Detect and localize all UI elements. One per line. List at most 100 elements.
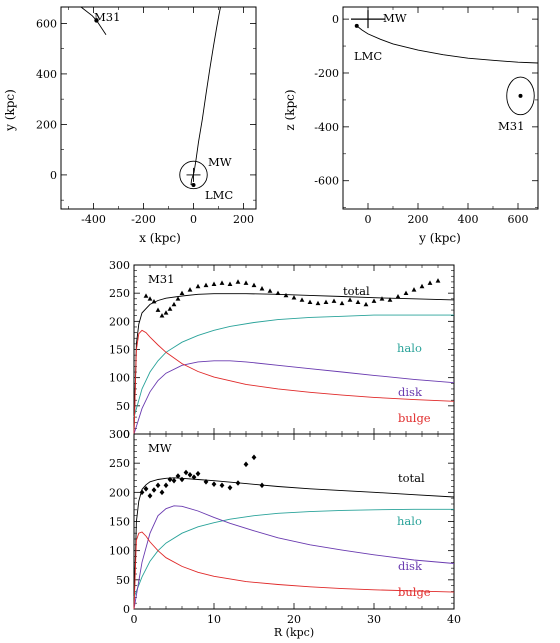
- orbit-xy-curves: [80, 6, 221, 190]
- m31-rotation-data-point: [211, 281, 217, 286]
- mw-rotation-ytick-label: 50: [116, 574, 130, 587]
- mw-rotation-xtick-label: 0: [131, 613, 138, 626]
- mw-rotation-data-point: [151, 487, 157, 493]
- mw-rotation-data-point: [251, 454, 257, 461]
- mw-rotation-ytick-label: 100: [109, 545, 130, 558]
- orbit-yz-lmc-label: LMC: [354, 49, 382, 63]
- lmc-orbit-line: [356, 25, 539, 64]
- m31-disk-label: disk: [398, 385, 423, 399]
- orbit-xy-xtick-label: 200: [233, 213, 254, 226]
- mw-rotation-data-point: [235, 480, 241, 486]
- m31-rotation-data-point: [155, 307, 161, 312]
- orbit-yz-xlabel: y (kpc): [418, 231, 461, 245]
- m31-rotation-data-point: [331, 298, 337, 303]
- m31-point: [94, 18, 99, 23]
- m31-rotation-data-point: [167, 306, 173, 311]
- m31-rotation-data-point: [315, 300, 321, 306]
- orbit-xy-frame: [60, 6, 257, 210]
- orbit-yz-xtick-label: 400: [458, 213, 479, 226]
- mw-rotation-ytick-label: 250: [109, 457, 130, 470]
- mw-rotation-xtick-label: 10: [207, 613, 221, 626]
- mw-rotation-ytick-label: 150: [109, 516, 130, 529]
- m31-rotation-panel: 0 50 100 150 200 250 300 M31 total halo disk b…: [109, 259, 455, 441]
- mw-circle: [179, 160, 208, 190]
- mw-rotation-xtick-label: 30: [367, 613, 381, 626]
- mw-rotation-data-point: [171, 477, 177, 484]
- lmc-point: [354, 23, 359, 28]
- m31-rotation-data-point: [187, 287, 193, 292]
- m31-rotation-data-point: [371, 298, 377, 303]
- mw-rotation-data-point: [179, 476, 185, 483]
- m31-rotation-data-point: [259, 286, 265, 291]
- m31-halo-label: halo: [397, 341, 422, 355]
- m31-rotation-data-point: [323, 299, 329, 304]
- m31-rotation-data-point: [163, 310, 169, 315]
- mw-rotation-data-point: [187, 472, 193, 478]
- m31-rotation-data-point: [307, 299, 313, 304]
- m31-rotation-data-point: [299, 297, 305, 302]
- m31-rotation-data-point: [143, 293, 149, 298]
- m31-rotation-data-point: [227, 281, 233, 286]
- m31-rotation-data-point: [419, 283, 425, 289]
- mw-rotation-xtick-label: 20: [287, 613, 301, 626]
- m31-rotation-ytick-label: 300: [109, 259, 130, 272]
- mw-rotation-data-point: [203, 479, 209, 485]
- m31-rotation-disk-curve: [133, 360, 455, 435]
- m31-rotation-data-point: [171, 301, 177, 307]
- orbit-yz-ytick-label: 0: [332, 13, 339, 26]
- mw-rotation-halo-curve: [133, 508, 454, 598]
- m31-rotation-data-point: [219, 280, 225, 285]
- orbit-yz-xtick-label: 200: [408, 213, 429, 226]
- orbit-yz-xtick-label: 600: [508, 213, 529, 226]
- mw-rotation-data-point: [175, 473, 181, 479]
- m31-panel-label: M31: [148, 272, 174, 286]
- orbit-yz-m31-label: M31: [498, 119, 524, 133]
- m31-rotation-data-point: [291, 295, 297, 300]
- m31-rotation-data-point: [243, 280, 249, 285]
- mw-rotation-data-point: [155, 482, 161, 489]
- m31-rotation-data-point: [411, 287, 417, 292]
- orbit-xy-mw-label: MW: [208, 155, 232, 169]
- rotation-xlabel: R (kpc): [274, 626, 314, 639]
- m31-rotation-ytick-label: 200: [109, 315, 130, 328]
- m31-rotation-data-point: [159, 313, 165, 318]
- orbit-yz-ytick-label: -600: [314, 175, 339, 188]
- m31-rotation-data-point: [151, 299, 157, 304]
- orbit-xy-ytick-label: 400: [36, 68, 57, 81]
- mw-rotation-xtick-label: 40: [447, 613, 461, 626]
- m31-rotation-data-point: [403, 290, 409, 295]
- orbit-yz-ytick-label: -200: [314, 67, 339, 80]
- orbit-xy-xtick-label: -200: [131, 213, 156, 226]
- mw-rotation-data-point: [183, 469, 189, 476]
- mw-disk-label: disk: [398, 559, 423, 573]
- mw-rotation-data-point: [195, 470, 201, 477]
- orbit-yz-mw-label: MW: [383, 11, 407, 25]
- m31-rotation-ytick-label: 100: [109, 372, 130, 385]
- m31-rotation-bulge-curve: [133, 329, 455, 435]
- m31-point: [518, 93, 523, 98]
- orbit-xy-ylabel: y (kpc): [3, 89, 17, 132]
- mw-rotation-ytick-label: 0: [123, 603, 130, 616]
- m31-rotation-total-curve: [133, 293, 455, 435]
- m31-rotation-curves: [133, 278, 455, 435]
- m31-rotation-ytick-label: 250: [109, 287, 130, 300]
- mw-rotation-data-point: [211, 481, 217, 487]
- m31-rotation-ytick-label: 0: [123, 428, 130, 441]
- m31-rotation-data-point: [347, 297, 353, 302]
- orbit-xy-lmc-label: LMC: [205, 188, 233, 202]
- m31-rotation-data-point: [395, 293, 401, 299]
- m31-rotation-data-point: [339, 300, 345, 306]
- orbit-xy-ytick-label: 200: [36, 118, 57, 131]
- mw-rotation-ytick-label: 300: [109, 428, 130, 441]
- m31-rotation-data-point: [379, 296, 385, 301]
- mw-rotation-data-point: [163, 482, 169, 489]
- m31-rotation-data-point: [175, 296, 181, 301]
- orbit-xy-m31-label: M31: [94, 10, 120, 24]
- orbit-yz-ylabel: z (kpc): [283, 89, 297, 130]
- mw-rotation-data-point: [143, 486, 149, 492]
- orbit-xy-xtick-label: -400: [81, 213, 106, 226]
- mw-rotation-bulge-curve: [133, 531, 455, 610]
- m31-rotation-data-point: [147, 296, 153, 301]
